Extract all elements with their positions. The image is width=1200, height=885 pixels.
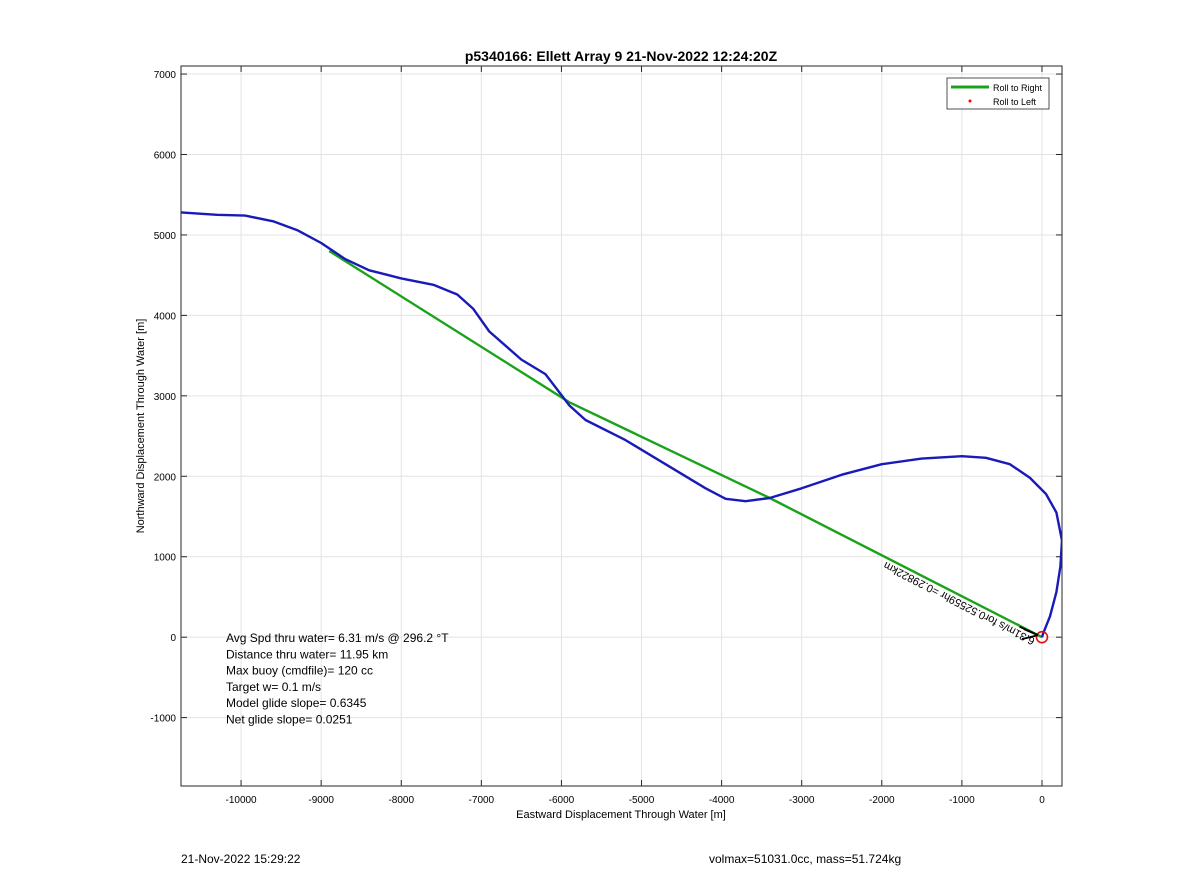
x-tick-label: -5000 [629,795,655,806]
x-tick-label: -4000 [709,795,735,806]
y-tick-label: 2000 [154,472,177,483]
stats-line: Distance thru water= 11.95 km [226,647,388,661]
x-tick-label: 0 [1039,795,1045,806]
legend: Roll to Right Roll to Left [946,77,1050,110]
legend-box [946,77,1050,110]
footer-timestamp: 21-Nov-2022 15:29:22 [181,852,301,866]
x-tick-label: -7000 [469,795,495,806]
legend-label-roll-left: Roll to Left [993,97,1037,107]
y-tick-label: 4000 [154,311,177,322]
stats-line: Model glide slope= 0.6345 [226,696,367,710]
y-ticks: -1000 0 1000 2000 3000 4000 5000 6000 7000 [150,70,1062,725]
y-tick-label: -1000 [150,714,176,725]
footer-volmax: volmax=51031.0cc, mass=51.724kg [709,852,902,866]
y-tick-label: 0 [170,633,176,644]
x-tick-label: -9000 [308,795,334,806]
x-tick-label: -2000 [869,795,895,806]
x-tick-label: -6000 [549,795,575,806]
legend-label-roll-right: Roll to Right [993,83,1043,93]
y-tick-label: 6000 [154,150,177,161]
x-tick-label: -8000 [388,795,414,806]
legend-swatch-roll-left [968,99,972,103]
x-tick-label: -1000 [949,795,975,806]
y-axis-label: Northward Displacement Through Water [m] [135,319,147,534]
series-line-1 [181,211,1062,638]
stats-line: Avg Spd thru water= 6.31 m/s @ 296.2 °T [226,631,449,645]
y-tick-label: 5000 [154,231,177,242]
y-tick-label: 7000 [154,70,177,81]
stats-line: Max buoy (cmdfile)= 120 cc [226,664,373,678]
y-tick-label: 3000 [154,392,177,403]
stats-line: Target w= 0.1 m/s [226,680,321,694]
series-line-0 [328,249,1043,639]
grid [181,66,1062,786]
start-marker [1035,630,1049,644]
x-tick-label: -3000 [789,795,815,806]
x-tick-label: -10000 [225,795,257,806]
stats-line: Net glide slope= 0.0251 [226,713,353,727]
series-group [181,211,1062,639]
x-axis-label: Eastward Displacement Through Water [m] [516,809,726,821]
chart-title: p5340166: Ellett Array 9 21-Nov-2022 12:… [465,48,778,64]
drift-arrow-head [1021,628,1039,641]
x-ticks: -10000 -9000 -8000 -7000 -6000 -5000 -4000 -300… [225,66,1045,806]
y-tick-label: 1000 [154,553,177,564]
stats-block: Avg Spd thru water= 6.31 m/s @ 296.2 °T D… [226,631,449,727]
